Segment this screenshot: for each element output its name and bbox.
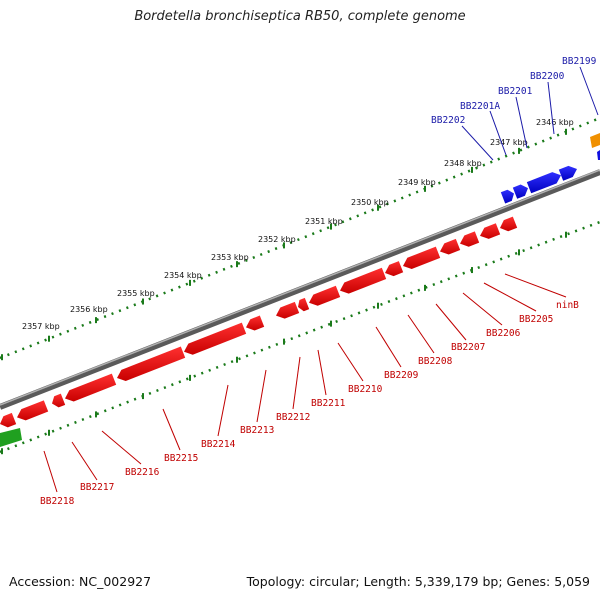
reverse-strand-genes <box>0 216 518 428</box>
forward-gene-arrow <box>512 184 528 199</box>
reverse-gene-arrow <box>276 301 300 319</box>
scale-label: 2348 kbp <box>444 159 482 168</box>
forward-strand-genes <box>500 165 577 204</box>
gene-label-bottom: BB2210 <box>348 384 383 395</box>
leader-line <box>504 273 567 298</box>
reverse-gene-arrow <box>500 216 518 232</box>
leader-line <box>162 408 181 451</box>
reverse-gene-arrow <box>65 373 117 402</box>
gene-label-top: BB2200 <box>530 71 565 82</box>
leader-line <box>547 81 555 135</box>
scale-label: 2357 kbp <box>22 322 60 331</box>
top-gene-labels: BB2202 BB2201A BB2201 BB2200 BB2199 <box>431 56 599 161</box>
gene-label-top: BB2202 <box>431 115 465 126</box>
bottom-gene-labels: BB2218 BB2217 BB2216 BB2215 BB2214 BB221… <box>40 273 579 507</box>
reverse-gene-arrow <box>184 322 247 355</box>
forward-gene-arrow <box>500 189 514 204</box>
gene-label-bottom: BB2212 <box>276 412 310 423</box>
leader-line <box>217 384 229 437</box>
gene-label-bottom: ninB <box>556 300 579 311</box>
scale-label: 2346 kbp <box>536 118 574 127</box>
scale-ticks <box>1 128 567 455</box>
reverse-gene-arrow <box>0 412 17 428</box>
leader-line <box>579 66 599 116</box>
leader-line <box>435 303 467 341</box>
scale-label: 2353 kbp <box>211 253 249 262</box>
scale-label: 2354 kbp <box>164 271 202 280</box>
leader-line <box>101 430 142 465</box>
leader-line <box>407 314 435 354</box>
forward-gene-arrow <box>526 172 561 194</box>
outer-scale-ring <box>0 116 600 360</box>
leader-line <box>461 125 494 161</box>
reverse-gene-arrow <box>309 285 341 306</box>
reverse-gene-arrow <box>52 393 66 408</box>
gene-label-bottom: BB2209 <box>384 370 419 381</box>
gene-label-bottom: BB2207 <box>451 342 485 353</box>
scale-label: 2352 kbp <box>258 235 296 244</box>
gene-label-bottom: BB2206 <box>486 328 521 339</box>
topology-text: Topology: circular; Length: 5,339,179 bp… <box>246 574 590 589</box>
reverse-gene-arrow <box>480 223 501 239</box>
genome-backbone-highlight <box>0 169 600 406</box>
gene-label-bottom: BB2215 <box>164 453 198 464</box>
reverse-gene-arrow <box>340 267 387 294</box>
reverse-gene-arrow <box>385 261 404 277</box>
leader-line <box>292 356 301 410</box>
reverse-gene-arrow <box>117 346 186 382</box>
gene-label-bottom: BB2214 <box>201 439 236 450</box>
scale-label: 2347 kbp <box>490 138 528 147</box>
leader-line <box>317 349 327 396</box>
scale-label: 2351 kbp <box>305 217 343 226</box>
gene-label-bottom: BB2216 <box>125 467 160 478</box>
scale-label: 2356 kbp <box>70 305 108 314</box>
map-title: Bordetella bronchiseptica RB50, complete… <box>134 9 466 24</box>
scale-labels: 2357 kbp 2356 kbp 2355 kbp 2354 kbp 2353… <box>22 118 574 331</box>
reverse-gene-arrow <box>246 315 265 331</box>
reverse-gene-arrow <box>460 231 480 247</box>
blue-gene-edge-feature <box>597 150 600 160</box>
scale-label: 2349 kbp <box>398 178 436 187</box>
gene-label-top: BB2201A <box>460 101 500 112</box>
leader-line <box>462 292 503 326</box>
gene-label-top: BB2199 <box>562 56 597 67</box>
gene-label-bottom: BB2211 <box>311 398 346 409</box>
reverse-gene-arrow <box>17 400 49 421</box>
leader-line <box>337 342 364 382</box>
reverse-gene-arrow <box>440 238 461 255</box>
reverse-gene-arrow <box>298 297 310 312</box>
scale-label: 2350 kbp <box>351 198 389 207</box>
leader-line <box>515 96 528 149</box>
gene-label-bottom: BB2218 <box>40 496 75 507</box>
accession-text: Accession: NC_002927 <box>9 574 152 589</box>
gene-label-bottom: BB2217 <box>80 482 114 493</box>
gene-label-bottom: BB2208 <box>418 356 453 367</box>
scale-label: 2355 kbp <box>117 289 155 298</box>
leader-line <box>489 110 507 156</box>
inner-scale-ring <box>0 220 600 454</box>
orange-gene-feature <box>590 133 600 148</box>
leader-line <box>375 326 402 368</box>
reverse-gene-arrow <box>403 246 441 269</box>
leader-line <box>43 450 58 493</box>
genome-backbone <box>0 169 600 410</box>
forward-gene-arrow <box>558 165 577 181</box>
gene-label-bottom: BB2213 <box>240 425 274 436</box>
leader-line <box>256 369 267 423</box>
leader-line <box>71 441 98 481</box>
green-gene-feature <box>0 428 22 447</box>
leader-line <box>483 282 537 312</box>
gene-label-top: BB2201 <box>498 86 533 97</box>
gene-label-bottom: BB2205 <box>519 314 553 325</box>
